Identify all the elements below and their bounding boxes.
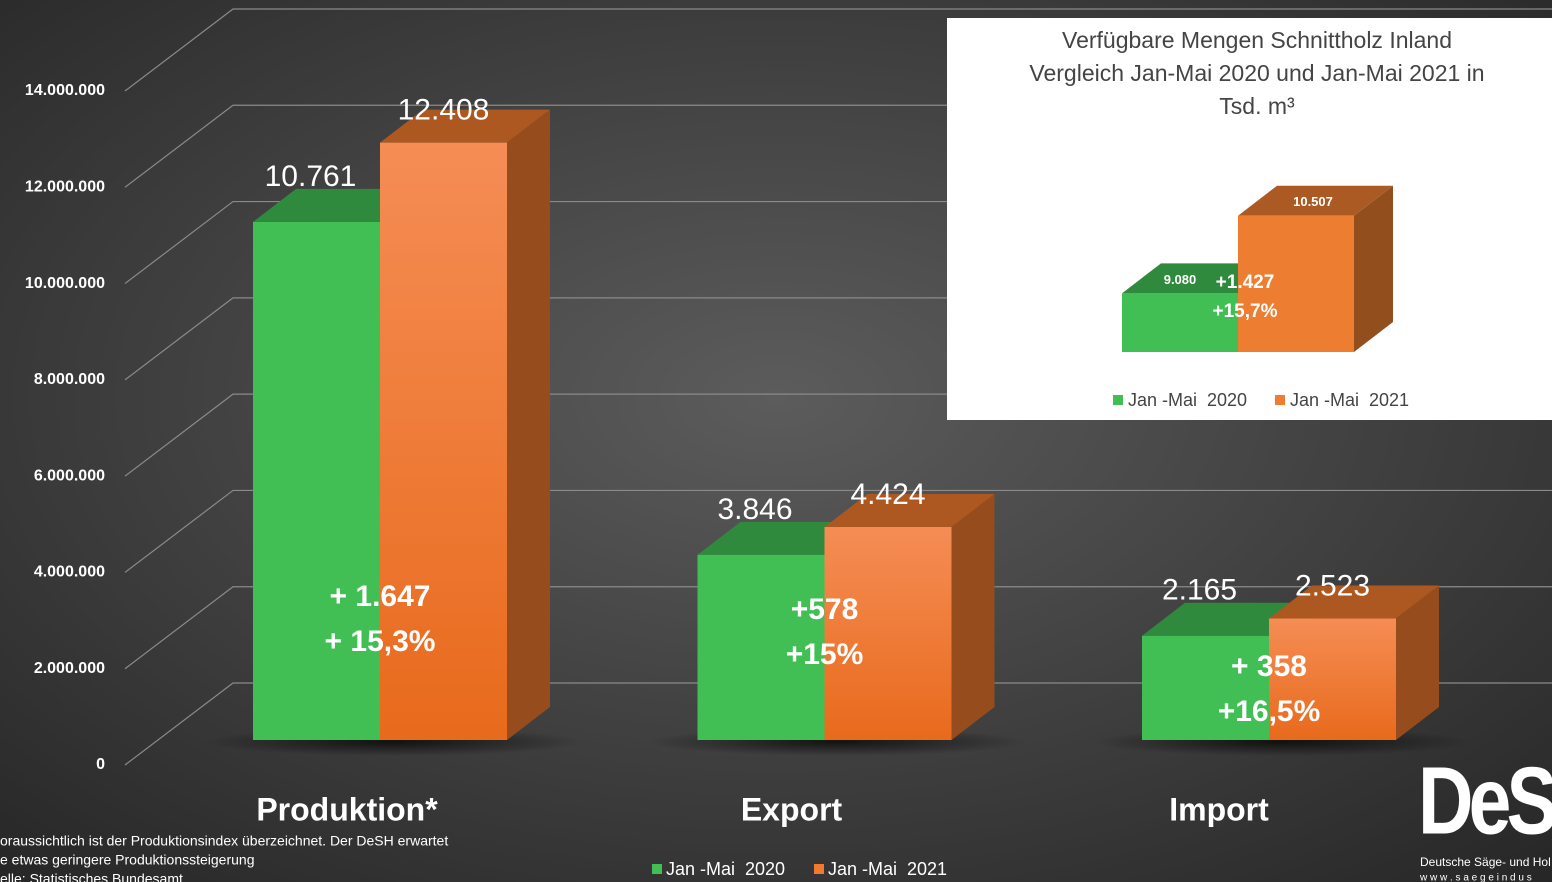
annotation: +15% xyxy=(786,638,864,671)
legend-label: Jan -Mai 2020 xyxy=(666,859,785,879)
data-label: 9.080 xyxy=(1164,272,1197,287)
bar-top xyxy=(380,109,550,143)
logo-mark: DeSH xyxy=(1418,747,1552,854)
bar-side xyxy=(951,494,995,740)
annotation: +1.427 xyxy=(1216,272,1275,293)
x-tick-label: Import xyxy=(1169,791,1269,827)
y-tick-label: 0 xyxy=(96,756,105,773)
inset-title: Tsd. m³ xyxy=(1219,93,1295,119)
logo-subtitle: Deutsche Säge- und Hol xyxy=(1420,855,1551,869)
footnote: elle: Statistisches Bundesamt xyxy=(0,871,183,882)
y-tick-label: 14.000.000 xyxy=(25,82,105,99)
y-tick-label: 8.000.000 xyxy=(34,371,105,388)
y-tick-label: 10.000.000 xyxy=(25,275,105,292)
bar xyxy=(1269,618,1396,740)
bar-top xyxy=(1269,585,1439,619)
bar xyxy=(253,221,380,741)
annotation: + 15,3% xyxy=(325,625,436,658)
bar xyxy=(1142,635,1269,740)
bar-side xyxy=(1396,585,1439,740)
inset-title: Verfügbare Mengen Schnittholz Inland xyxy=(1062,27,1452,53)
inset-title: Vergleich Jan-Mai 2020 und Jan-Mai 2021 … xyxy=(1029,60,1484,86)
annotation: +16,5% xyxy=(1218,695,1321,728)
logo-url: w w w . s a e g e i n d u s xyxy=(1419,873,1532,882)
grid-line xyxy=(124,489,1552,573)
legend-label: Jan -Mai 2021 xyxy=(1290,390,1409,410)
y-tick-label: 4.000.000 xyxy=(34,564,105,581)
bar-top xyxy=(1238,185,1393,216)
bar xyxy=(1122,293,1238,352)
footnote: e etwas geringere Produktionssteigerung xyxy=(0,852,255,868)
legend-swatch xyxy=(1113,395,1123,405)
bar xyxy=(824,527,952,740)
legend-swatch xyxy=(652,864,662,874)
annotation: +578 xyxy=(791,593,859,626)
annotation: + 358 xyxy=(1231,650,1307,683)
legend-label: Jan -Mai 2021 xyxy=(828,859,947,879)
data-label: 2.523 xyxy=(1295,569,1370,602)
bar xyxy=(1238,215,1354,352)
grid-line xyxy=(124,586,1552,670)
bar-side xyxy=(1354,185,1393,352)
data-label: 12.408 xyxy=(398,94,490,127)
bar-top xyxy=(824,494,995,528)
x-tick-label: Produktion* xyxy=(256,791,438,827)
grid-line xyxy=(124,682,1552,766)
x-tick-label: Export xyxy=(741,791,843,827)
y-tick-label: 2.000.000 xyxy=(34,660,105,677)
y-tick-label: 12.000.000 xyxy=(25,179,105,196)
bar xyxy=(380,142,507,740)
annotation: + 1.647 xyxy=(330,580,431,613)
data-label: 10.507 xyxy=(1293,194,1333,209)
data-label: 3.846 xyxy=(717,493,792,526)
footnote: oraussichtlich ist der Produktionsindex … xyxy=(0,833,448,849)
y-tick-label: 6.000.000 xyxy=(34,467,105,484)
legend-swatch xyxy=(814,864,824,874)
bar xyxy=(697,554,825,740)
annotation: +15,7% xyxy=(1213,301,1278,322)
legend-swatch xyxy=(1275,395,1285,405)
data-label: 10.761 xyxy=(265,160,357,193)
data-label: 4.424 xyxy=(850,478,925,511)
bar-side xyxy=(507,109,550,740)
grid-line xyxy=(124,8,1552,92)
data-label: 2.165 xyxy=(1162,574,1237,607)
legend-label: Jan -Mai 2020 xyxy=(1128,390,1247,410)
